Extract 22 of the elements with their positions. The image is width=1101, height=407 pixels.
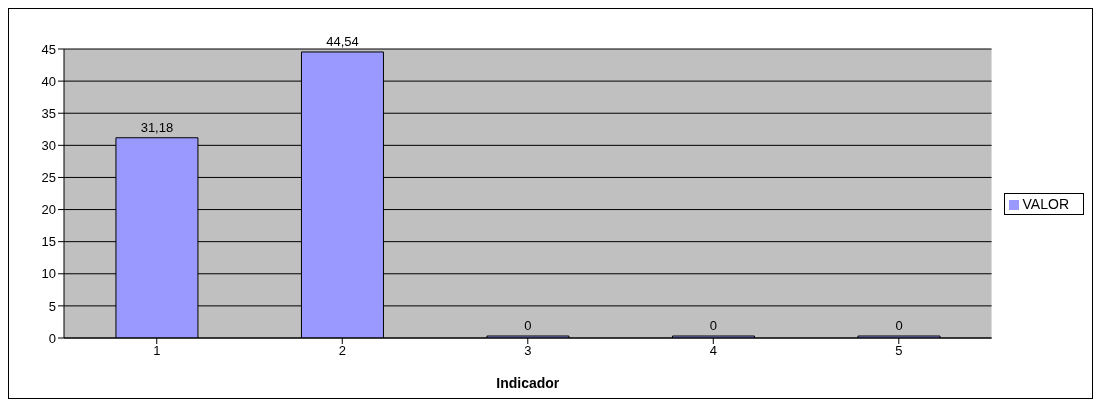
y-tick-label: 5 xyxy=(48,298,56,314)
y-tick-label: 35 xyxy=(41,105,56,121)
data-label: 0 xyxy=(709,318,718,333)
x-tick-label: 2 xyxy=(338,343,346,359)
y-tick-label: 0 xyxy=(48,330,56,346)
y-tick-label: 40 xyxy=(41,73,56,89)
y-tick-label: 15 xyxy=(41,234,56,250)
data-label: 0 xyxy=(524,318,532,333)
x-tick-label: 3 xyxy=(524,343,532,359)
y-tick-label: 45 xyxy=(41,41,56,57)
x-tick-label: 5 xyxy=(895,343,903,359)
x-tick-label: 1 xyxy=(153,343,161,359)
x-axis-title: Indicador xyxy=(496,375,560,391)
legend-label: VALOR xyxy=(1022,195,1069,212)
y-tick-label: 10 xyxy=(41,266,56,282)
y-tick-label: 20 xyxy=(41,202,56,218)
y-tick-label: 30 xyxy=(41,137,56,153)
y-tick-label: 25 xyxy=(41,170,56,186)
x-tick-label: 4 xyxy=(709,343,717,359)
data-label: 44,54 xyxy=(326,33,359,49)
data-label: 0 xyxy=(895,318,903,333)
data-label: 31,18 xyxy=(140,119,174,135)
